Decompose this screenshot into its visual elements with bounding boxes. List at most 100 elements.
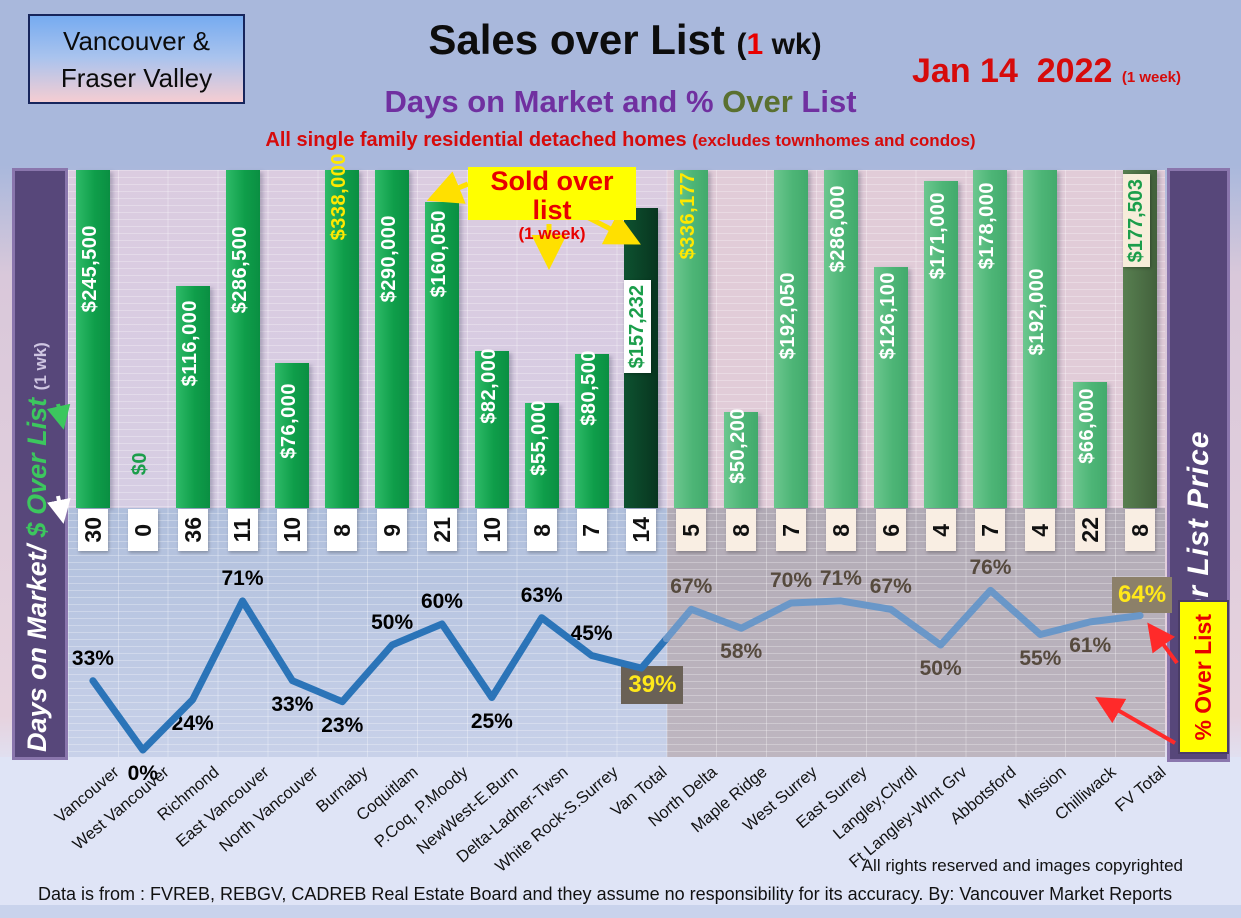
bar-abbotsford [973,170,1008,508]
days-label-van-total: 14 [626,509,657,551]
pct-label-east-vancouver: 71% [221,566,264,590]
days-label-west-vancouver: 0 [127,509,158,551]
date-sub: (1 week) [1121,69,1182,86]
days-value: 14 [628,517,655,543]
days-label-west-surrey: 7 [776,509,807,551]
pct-label-mission: 55% [1019,646,1062,670]
days-value: 10 [279,517,306,543]
bar-label-delta-ladner-twsn: $55,000 [527,400,550,476]
pct-label-west-vancouver: 0% [127,762,158,785]
bar-area-background-vancouver [68,170,667,508]
days-value: 30 [79,517,106,543]
days-value: 22 [1077,517,1104,543]
bar-north-vancouver [275,362,310,508]
days-value: 8 [827,523,854,537]
left-axis-dollar-over-list: $ Over List [22,390,52,538]
pct-label-abbotsford: 76% [969,556,1012,580]
pct-label-ft-langley-wint-grv: 50% [919,657,962,680]
days-label-abbotsford: 7 [975,509,1006,551]
bar-coquitlam [375,170,410,508]
pct-label-east-surrey: 71% [819,566,862,590]
days-label-p-coq-p-moody: 21 [426,509,457,551]
bar-label-maple-ridge: $50,200 [727,408,750,484]
pct-label-burnaby: 23% [321,713,364,737]
subtitle-part3: List [792,84,857,119]
bar-label-box-fv-total: $177,503 [1123,174,1151,268]
bar-label-ft-langley-wint-grv: $171,000 [926,192,949,280]
bar-east-vancouver [225,170,260,508]
days-value: 6 [877,523,904,537]
pct-label-white-rock-s-surrey: 45% [570,621,613,645]
days-label-maple-ridge: 8 [726,509,757,551]
bar-label-coquitlam: $290,000 [378,215,401,303]
title-main: Sales over List [428,16,737,63]
bar-label-langley-clvrdl: $126,100 [876,272,899,360]
bar-mission [1023,170,1058,508]
days-value: 0 [129,523,156,537]
bar-label-vancouver: $245,500 [78,225,101,313]
bar-vancouver [75,170,110,508]
pct-label-richmond: 24% [171,711,214,735]
date-main: Jan 14 2022 [912,52,1122,90]
tagline-paren: (excludes townhomes and condos) [692,131,976,150]
tagline-main: All single family residential detached h… [265,129,693,151]
days-label-white-rock-s-surrey: 7 [576,509,607,551]
pct-over-list-text: % Over List [1190,613,1217,741]
pct-label-delta-ladner-twsn: 63% [520,583,563,607]
days-label-coquitlam: 9 [377,509,408,551]
left-axis-band [12,168,68,760]
days-label-fv-total: 8 [1125,509,1156,551]
bar-p-coq-p-moody [424,202,459,508]
bar-label-burnaby: $338,000 [328,153,351,241]
bar-label-box-van-total: $157,232 [624,280,652,374]
bottom-band [0,757,1241,918]
bar-white-rock-s-surrey [574,354,609,508]
days-value: 11 [229,517,256,543]
days-value: 5 [678,523,705,537]
days-value: 8 [329,523,356,537]
bar-label-mission: $192,000 [1026,268,1049,356]
days-label-chilliwack: 22 [1075,509,1106,551]
days-value: 7 [578,523,605,537]
bar-burnaby [325,170,360,508]
page-subtitle: Days on Market and % Over List [0,84,1241,120]
title-paren-rest: wk) [763,28,822,61]
bar-ft-langley-wint-grv [923,181,958,508]
title-paren: (1 wk) [737,28,822,61]
bar-label-north-delta: $336,177 [677,172,700,260]
title-one-red: 1 [746,28,764,61]
pct-label-newwest-e-burn: 25% [470,709,513,733]
bar-east-surrey [823,170,858,508]
days-label-mission: 4 [1025,509,1056,551]
pct-over-list-callout: % Over List [1178,600,1229,754]
bar-newwest-e-burn [474,351,509,508]
days-value: 9 [379,523,406,537]
bar-langley-clvrdl [873,267,908,508]
region-line1: Vancouver & [63,26,210,56]
days-value: 7 [977,523,1004,537]
bar-label-newwest-e-burn: $82,000 [477,348,500,424]
days-value: 36 [179,517,206,543]
sold-over-list-callout: Sold over list (1 week) [468,167,636,243]
bar-label-east-surrey: $286,000 [826,185,849,273]
days-value: 7 [777,523,804,537]
bar-west-surrey [774,170,809,508]
bar-label-fv-total: $177,503 [1125,179,1148,263]
days-value: 8 [1126,523,1153,537]
bar-label-chilliwack: $66,000 [1076,388,1099,464]
bottom-strip [0,905,1241,918]
days-label-vancouver: 30 [77,509,108,551]
bar-label-richmond: $116,000 [178,300,201,387]
title-paren-open: ( [736,28,747,61]
days-label-newwest-e-burn: 10 [476,509,507,551]
pct-label-coquitlam: 50% [371,611,414,634]
left-axis-days: Days on Market/ [22,537,52,752]
days-value: 4 [927,523,954,537]
days-value: 8 [728,523,755,537]
bar-richmond [175,286,210,508]
days-value: 10 [478,517,505,543]
days-label-richmond: 36 [177,509,208,551]
report-date: Jan 14 2022 (1 week) [912,52,1237,91]
pct-label-van-total: 39% [621,666,684,705]
days-value: 4 [1027,523,1054,537]
